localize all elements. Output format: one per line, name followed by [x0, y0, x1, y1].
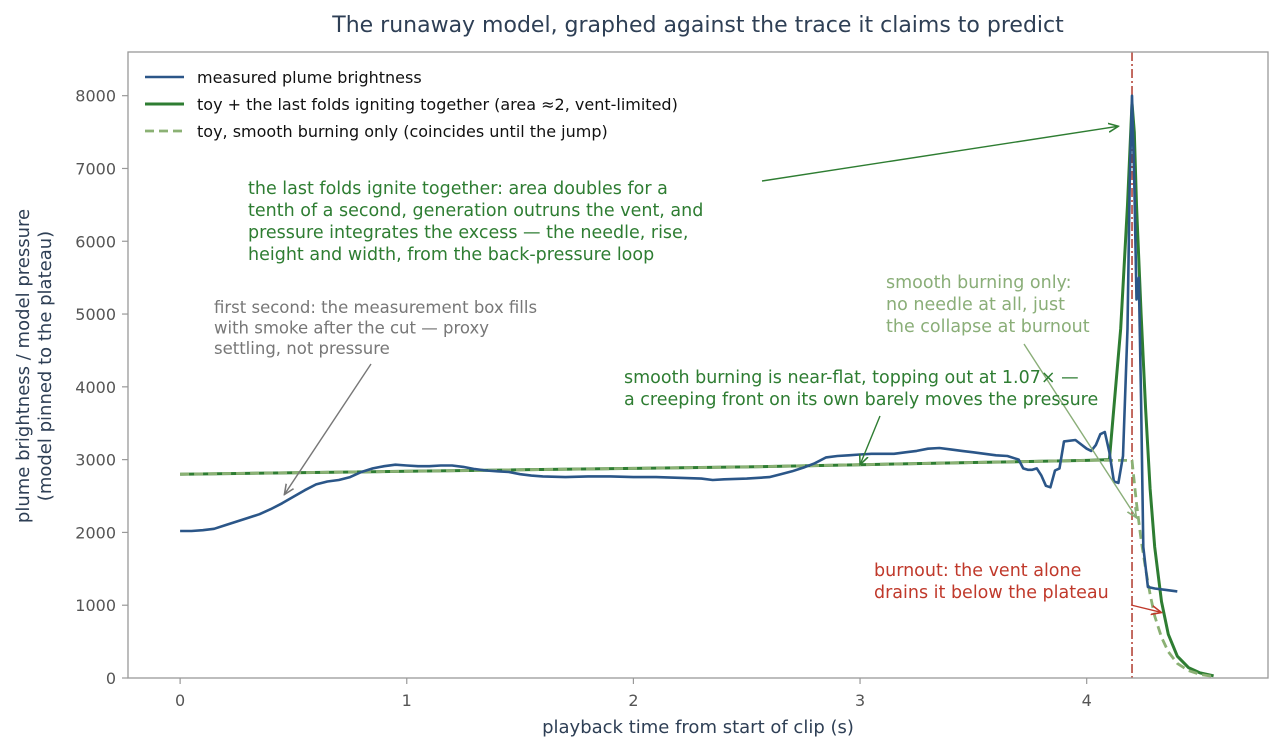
x-tick-label: 0	[175, 691, 185, 710]
y-tick-label: 7000	[75, 159, 116, 178]
y-tick-label: 4000	[75, 378, 116, 397]
annotation-first-second-arrow	[284, 363, 372, 495]
annotation-near-flat-arrow	[860, 415, 881, 465]
y-tick-label: 0	[106, 669, 116, 688]
annotation-first-second-line: settling, not pressure	[214, 339, 390, 358]
annotation-near-flat: smooth burning is near-flat, topping out…	[624, 368, 1098, 465]
annotation-smooth-only-arrow	[1023, 343, 1137, 518]
annotation-last-folds: the last folds ignite together: area dou…	[248, 126, 1118, 265]
y-tick-label: 3000	[75, 451, 116, 470]
x-tick-label: 1	[402, 691, 412, 710]
legend-label-measured: measured plume brightness	[197, 68, 422, 87]
annotation-first-second: first second: the measurement box fills w…	[214, 298, 537, 495]
annotation-first-second-line: with smoke after the cut — proxy	[214, 319, 489, 338]
y-axis-label-line-1: plume brightness / model pressure	[13, 209, 34, 523]
annotation-burnout-arrow	[1130, 604, 1161, 612]
y-tick-label: 6000	[75, 232, 116, 251]
annotation-near-flat-line: a creeping front on its own barely moves…	[624, 390, 1098, 410]
y-tick-label: 5000	[75, 305, 116, 324]
annotation-last-folds-arrow	[761, 126, 1118, 182]
annotation-smooth-only: smooth burning only:no needle at all, ju…	[886, 273, 1137, 518]
x-tick-label: 4	[1082, 691, 1092, 710]
y-axis-label: plume brightness / model pressure (model…	[13, 209, 56, 523]
annotation-last-folds-line: tenth of a second, generation outruns th…	[248, 201, 703, 221]
y-tick-label: 2000	[75, 523, 116, 542]
legend: measured plume brightness toy + the last…	[145, 68, 678, 141]
plot-frame	[127, 51, 1269, 679]
x-tick-label: 2	[628, 691, 638, 710]
y-tick-label: 8000	[75, 87, 116, 106]
series-measured-line	[180, 94, 1178, 593]
y-axis-label-line-2: (model pinned to the plateau)	[35, 231, 56, 501]
annotation-smooth-only-line: the collapse at burnout	[886, 317, 1090, 337]
y-tick-label: 1000	[75, 596, 116, 615]
x-tick-label: 3	[855, 691, 865, 710]
x-axis-label: playback time from start of clip (s)	[542, 717, 854, 738]
legend-label-toy-full: toy + the last folds igniting together (…	[197, 95, 678, 114]
annotation-burnout-line: burnout: the vent alone	[874, 561, 1081, 581]
annotation-last-folds-line: height and width, from the back-pressure…	[248, 245, 654, 265]
series-toy-smooth-line	[180, 458, 1214, 678]
annotation-first-second-line: first second: the measurement box fills	[214, 298, 537, 317]
axis-ticks: 0 1 2 3 4 0 1000 2000 3000 4000 5000 6000 7000 8000	[75, 87, 1092, 710]
annotation-near-flat-line: smooth burning is near-flat, topping out…	[624, 368, 1079, 388]
annotation-burnout-line: drains it below the plateau	[874, 583, 1109, 603]
annotation-last-folds-line: pressure integrates the excess — the nee…	[248, 223, 688, 243]
chart-title: The runaway model, graphed against the t…	[331, 13, 1064, 38]
annotations: first second: the measurement box fills w…	[214, 126, 1161, 612]
legend-label-toy-smooth: toy, smooth burning only (coincides unti…	[197, 122, 608, 141]
series-lines	[180, 94, 1214, 678]
annotation-last-folds-line: the last folds ignite together: area dou…	[248, 179, 668, 199]
annotation-smooth-only-line: no needle at all, just	[886, 295, 1065, 315]
annotation-smooth-only-line: smooth burning only:	[886, 273, 1072, 293]
